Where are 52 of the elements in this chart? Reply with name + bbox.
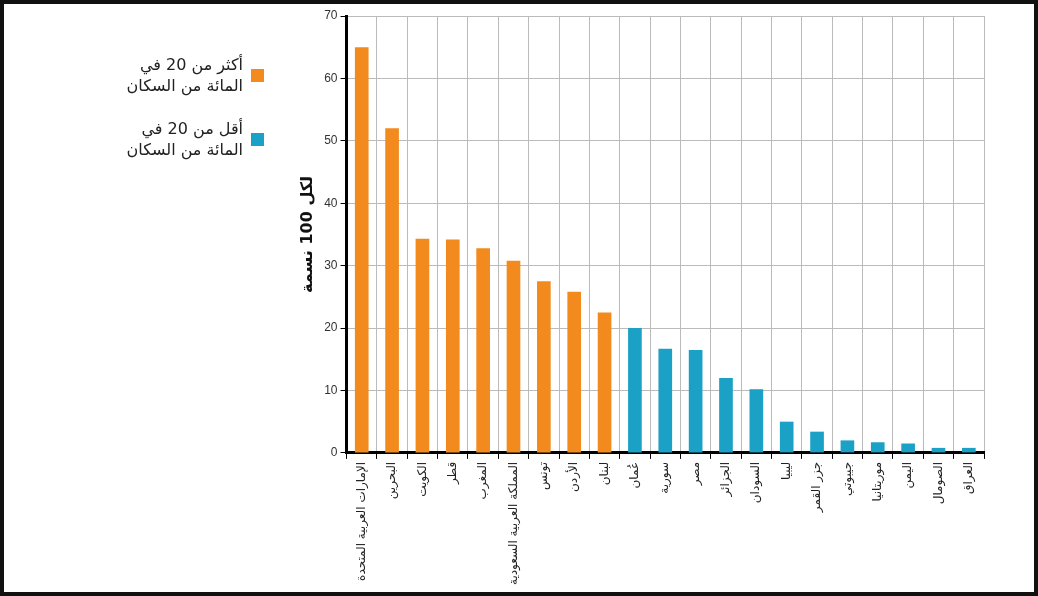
bar [476,248,490,453]
bar [719,377,733,453]
y-tick-label: 70 [324,8,338,23]
y-tick-label: 50 [324,133,338,148]
x-tick-label: سورية [657,461,673,494]
x-tick-label: المغرب [475,461,491,500]
bar [354,47,369,453]
bar [597,312,612,453]
bar [688,349,703,453]
bar [415,238,430,453]
x-tick-label: جيبوتي [839,461,855,497]
x-tick-label: موريتانيا [869,461,885,502]
x-tick-label: السودان [748,461,764,504]
y-tick-label: 30 [324,257,338,272]
x-tick-label: الإمارات العربية المتحدة [353,461,369,581]
legend-label: أقل من 20 في المائة من السكان [125,118,243,160]
x-tick-label: الصومال [930,461,946,505]
bar [901,443,915,453]
y-tick-label: 20 [324,320,338,335]
bar [810,431,824,453]
bar [961,447,976,453]
bar [779,421,794,453]
bar [658,348,673,453]
bar [749,389,764,453]
legend-label: أكثر من 20 في المائة من السكان [125,54,243,96]
bar [506,260,521,453]
y-tick-label: 10 [324,382,338,397]
bar [840,440,855,453]
x-tick-label: تونس [535,461,551,491]
bar [445,239,460,453]
x-tick-label: الكويت [414,461,430,497]
x-tick-label: البحرين [384,461,400,500]
x-tick-label: جزر القمر [809,461,825,514]
x-tick-label: لبنان [596,461,611,486]
y-axis-title: لكل 100 نسمة [296,176,316,293]
x-tick-label: المملكة العربية السعودية [505,461,521,585]
x-tick-label: ليبيا [778,461,793,481]
x-tick-label: الأردن [565,461,582,493]
x-tick-label: عُمان [627,461,642,489]
y-tick-label: 60 [324,70,338,85]
y-tick-label: 40 [324,195,338,210]
y-tick-label: 0 [330,445,338,460]
x-tick-label: مصر [687,461,703,487]
bar [628,328,642,453]
x-tick-label: اليمن [900,461,916,489]
x-tick-label: العراق [960,461,976,494]
bar [537,281,551,453]
x-tick-label: قطر [444,461,460,486]
bar [567,291,582,453]
bar [385,128,399,453]
bar [870,442,885,453]
x-tick-label: الجزائر [718,461,734,498]
